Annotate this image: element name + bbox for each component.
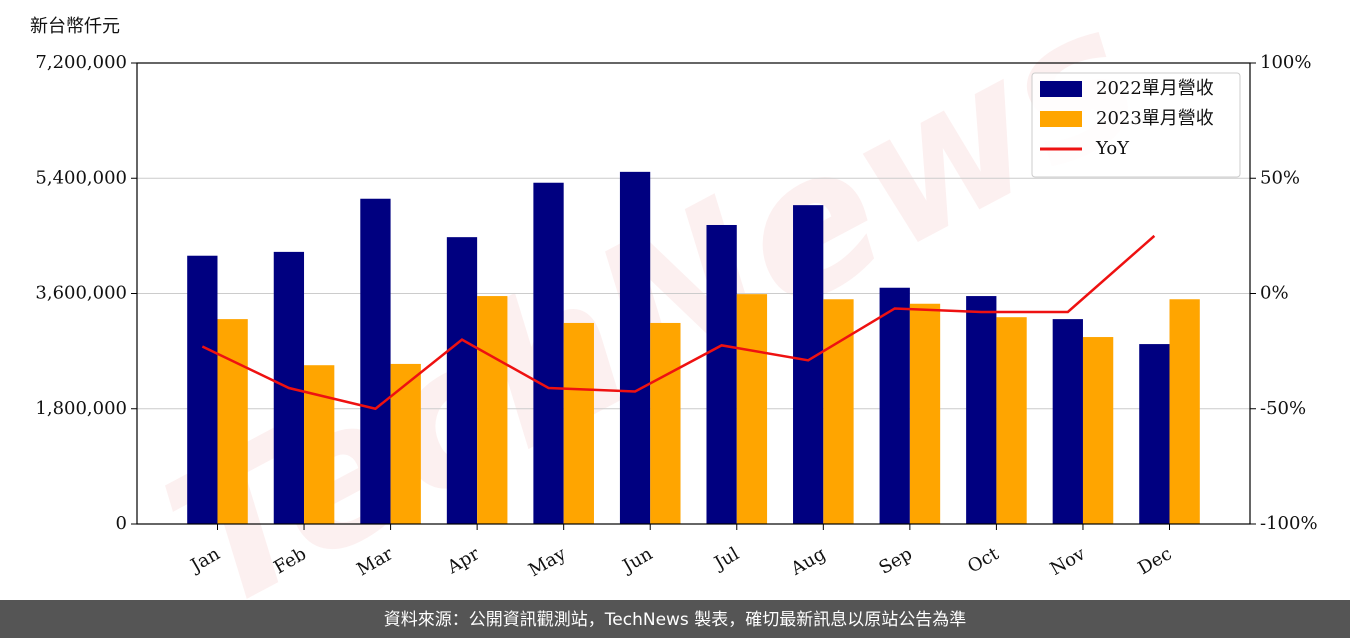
legend-swatch — [1040, 81, 1082, 97]
bar — [446, 237, 478, 524]
bar — [563, 322, 594, 524]
legend-label: YoY — [1095, 138, 1130, 159]
x-tick-label: May — [525, 543, 570, 581]
bar — [823, 299, 854, 524]
bar — [909, 303, 941, 524]
plot-frame — [136, 62, 1251, 525]
y-tick-label: 5,400,000 — [35, 167, 127, 188]
bar — [390, 363, 421, 524]
bar — [996, 317, 1027, 524]
x-tick-label: Dec — [1135, 543, 1176, 579]
y2-tick-label: -100% — [1260, 513, 1318, 534]
bar — [619, 171, 651, 524]
legend-box — [1031, 72, 1241, 178]
bar — [360, 198, 391, 524]
x-tick-label: Jul — [709, 543, 743, 575]
bar — [1139, 344, 1170, 524]
y-tick-label: 1,800,000 — [35, 398, 127, 419]
bar — [477, 296, 508, 524]
source-note: 資料來源：公開資訊觀測站，TechNews 製表，確切最新訊息以原站公告為準 — [384, 610, 966, 630]
legend-swatch — [1040, 111, 1082, 127]
y-tick-label: 3,600,000 — [35, 283, 127, 304]
bar — [706, 224, 737, 524]
x-tick-label: Jun — [618, 543, 657, 578]
y2-tick-label: 100% — [1260, 52, 1311, 73]
bar — [1169, 299, 1200, 524]
legend-label: 2023單月營收 — [1096, 108, 1214, 129]
bar — [533, 182, 564, 525]
bar — [304, 365, 335, 524]
y2-tick-label: 0% — [1260, 283, 1289, 304]
footer-bar — [0, 600, 1350, 638]
bar — [793, 205, 824, 524]
bar — [187, 255, 218, 524]
bar — [1052, 319, 1083, 524]
y-tick-label: 0 — [116, 513, 127, 534]
bar — [1082, 337, 1114, 524]
x-tick-label: Aug — [787, 543, 830, 580]
bar — [966, 296, 997, 524]
bar — [217, 319, 248, 524]
bar — [736, 294, 768, 524]
bar — [650, 322, 681, 524]
x-tick-label: Apr — [443, 543, 483, 578]
y-axis-label: 新台幣仟元 — [30, 16, 120, 37]
y-tick-label: 7,200,000 — [35, 52, 127, 73]
line — [201, 234, 1156, 411]
x-tick-label: Oct — [964, 543, 1003, 578]
y2-tick-label: 50% — [1260, 167, 1300, 188]
y2-tick-label: -50% — [1260, 398, 1306, 419]
x-tick-label: Sep — [875, 543, 915, 578]
legend-label: 2022單月營收 — [1096, 78, 1214, 99]
bar — [879, 287, 910, 524]
x-tick-label: Nov — [1047, 543, 1090, 580]
